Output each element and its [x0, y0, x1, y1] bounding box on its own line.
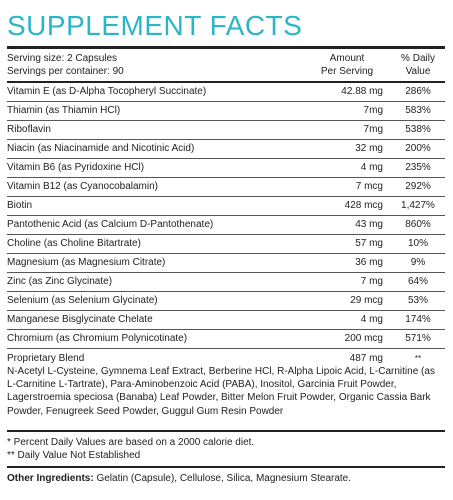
nutrient-row: Niacin (as Niacinamide and Nicotinic Aci…	[7, 140, 445, 159]
nutrient-name: Selenium (as Selenium Glycinate)	[7, 295, 158, 306]
nutrient-amount: 7 mcg	[355, 181, 383, 192]
nutrient-amount: 7 mg	[360, 276, 383, 287]
nutrient-amount: 200 mcg	[344, 333, 383, 344]
nutrient-row: Selenium (as Selenium Glycinate) 29 mcg 53…	[7, 292, 445, 311]
other-ingredients: Other Ingredients: Gelatin (Capsule), Ce…	[7, 468, 445, 488]
nutrient-daily-value: 235%	[405, 162, 431, 173]
servings-per-container: Servings per container: 90	[7, 66, 124, 77]
dv-header-line1: % Daily	[401, 53, 435, 64]
nutrient-name: Chromium (as Chromium Polynicotinate)	[7, 333, 188, 344]
nutrient-table: Vitamin E (as D-Alpha Tocopheryl Succina…	[7, 83, 445, 349]
panel-title: SUPPLEMENT FACTS	[7, 10, 303, 41]
nutrient-name: Choline (as Choline Bitartrate)	[7, 238, 141, 249]
nutrient-amount: 43 mg	[355, 219, 383, 230]
blend-ingredients: N-Acetyl L-Cysteine, Gymnema Leaf Extrac…	[7, 366, 435, 417]
serving-size: Serving size: 2 Capsules	[7, 53, 118, 64]
footnote-divider	[7, 466, 445, 468]
nutrient-daily-value: 10%	[407, 238, 428, 249]
nutrient-name: Vitamin E (as D-Alpha Tocopheryl Succina…	[7, 86, 207, 97]
nutrient-row: Magnesium (as Magnesium Citrate) 36 mg 9%	[7, 254, 445, 273]
nutrient-name: Riboflavin	[7, 124, 51, 135]
nutrient-daily-value: 860%	[405, 219, 431, 230]
other-ingredients-label: Other Ingredients:	[7, 473, 94, 484]
blend-name: Proprietary Blend	[7, 353, 85, 364]
serving-info: Serving size: 2 Capsules Servings per co…	[7, 52, 124, 78]
other-ingredients-text: Gelatin (Capsule), Cellulose, Silica, Ma…	[93, 473, 352, 484]
nutrient-daily-value: 64%	[407, 276, 428, 287]
nutrient-daily-value: 292%	[405, 181, 431, 192]
nutrient-name: Vitamin B12 (as Cyanocobalamin)	[7, 181, 159, 192]
nutrient-row: Chromium (as Chromium Polynicotinate) 200…	[7, 330, 445, 349]
nutrient-row: Vitamin E (as D-Alpha Tocopheryl Succina…	[7, 83, 445, 102]
nutrient-amount: 7mg	[363, 124, 383, 135]
amount-header-line2: Per Serving	[320, 66, 374, 77]
nutrient-row: Thiamin (as Thiamin HCl) 7mg 583%	[7, 102, 445, 121]
dv-header-line2: Value	[405, 66, 431, 77]
nutrient-row: Manganese Bisglycinate Chelate 4 mg 174%	[7, 311, 445, 330]
nutrient-daily-value: 1,427%	[401, 200, 435, 211]
nutrient-name: Biotin	[7, 200, 33, 211]
nutrient-name: Niacin (as Niacinamide and Nicotinic Aci…	[7, 143, 195, 154]
nutrient-row: Zinc (as Zinc Glycinate) 7 mg 64%	[7, 273, 445, 292]
nutrient-row: Riboflavin 7mg 538%	[7, 121, 445, 140]
nutrient-name: Manganese Bisglycinate Chelate	[7, 314, 153, 325]
amount-header-line1: Amount	[329, 53, 365, 64]
nutrient-daily-value: 538%	[405, 124, 431, 135]
nutrient-name: Thiamin (as Thiamin HCl)	[7, 105, 121, 116]
nutrient-name: Pantothenic Acid (as Calcium D-Pantothen…	[7, 219, 214, 230]
nutrient-name: Zinc (as Zinc Glycinate)	[7, 276, 113, 287]
nutrient-row: Vitamin B6 (as Pyridoxine HCl) 4 mg 235%	[7, 159, 445, 178]
serving-header: Serving size: 2 Capsules Servings per co…	[7, 49, 445, 81]
nutrient-daily-value: 200%	[405, 143, 431, 154]
percent-daily-value-note: * Percent Daily Values are based on a 20…	[7, 437, 255, 448]
footnotes: * Percent Daily Values are based on a 20…	[7, 432, 445, 466]
proprietary-blend: Proprietary Blend 487 mg ** N-Acetyl L-C…	[7, 349, 445, 430]
nutrient-amount: 32 mg	[355, 143, 383, 154]
nutrient-daily-value: 571%	[405, 333, 431, 344]
header-divider	[7, 81, 445, 83]
nutrient-row: Biotin 428 mcg 1,427%	[7, 197, 445, 216]
nutrient-amount: 7mg	[363, 105, 383, 116]
nutrient-amount: 4 mg	[360, 162, 383, 173]
nutrient-daily-value: 53%	[407, 295, 428, 306]
nutrient-row: Vitamin B12 (as Cyanocobalamin) 7 mcg 292%	[7, 178, 445, 197]
blend-daily-value: **	[414, 354, 422, 363]
nutrient-row: Choline (as Choline Bitartrate) 57 mg 10%	[7, 235, 445, 254]
nutrient-amount: 57 mg	[355, 238, 383, 249]
daily-value-column-header: % Daily Value	[391, 52, 445, 78]
nutrient-name: Vitamin B6 (as Pyridoxine HCl)	[7, 162, 145, 173]
supplement-facts-panel: SUPPLEMENT FACTS Serving size: 2 Capsule…	[7, 8, 445, 488]
blend-divider	[7, 430, 445, 432]
nutrient-amount: 428 mcg	[344, 200, 383, 211]
nutrient-amount: 29 mcg	[350, 295, 383, 306]
nutrient-amount: 42.88 mg	[341, 86, 383, 97]
nutrient-row: Pantothenic Acid (as Calcium D-Pantothen…	[7, 216, 445, 235]
nutrient-daily-value: 9%	[410, 257, 426, 268]
nutrient-amount: 4 mg	[360, 314, 383, 325]
blend-amount: 487 mg	[349, 353, 383, 364]
title-divider	[7, 46, 445, 49]
daily-value-not-established-note: ** Daily Value Not Established	[7, 450, 141, 461]
amount-column-header: Amount Per Serving	[307, 52, 387, 78]
nutrient-daily-value: 174%	[405, 314, 431, 325]
nutrient-daily-value: 286%	[405, 86, 431, 97]
nutrient-daily-value: 583%	[405, 105, 431, 116]
nutrient-amount: 36 mg	[355, 257, 383, 268]
nutrient-name: Magnesium (as Magnesium Citrate)	[7, 257, 166, 268]
